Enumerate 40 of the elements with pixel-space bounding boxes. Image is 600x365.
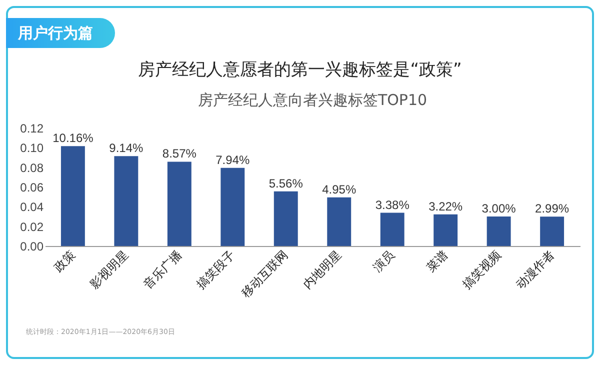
data-label: 7.94% [216, 152, 250, 167]
data-label: 9.14% [109, 141, 144, 156]
x-tick-label: 音乐广播 [140, 248, 184, 292]
y-tick-label: 0.10 [20, 141, 44, 156]
y-tick-label: 0.08 [20, 160, 44, 175]
bar [114, 156, 138, 246]
bar [327, 197, 352, 246]
data-label: 3.00% [482, 202, 516, 216]
data-label: 4.95% [322, 182, 356, 196]
data-label: 3.22% [428, 199, 463, 214]
x-tick-label: 内地明星 [300, 248, 344, 292]
data-label: 2.99% [535, 202, 570, 216]
x-tick-label: 影视明星 [87, 248, 132, 292]
data-label: 5.56% [268, 176, 304, 190]
x-tick-label: 移动互联网 [238, 248, 291, 300]
text: 用户行为篇 [6, 18, 115, 48]
bar [220, 168, 245, 246]
bar [274, 191, 298, 246]
y-tick-label: 0.00 [20, 240, 44, 254]
data-label: 3.38% [375, 198, 410, 212]
data-label: 8.57% [162, 146, 197, 161]
bar [167, 162, 192, 246]
x-tick-label: 搞笑段子 [194, 248, 238, 292]
y-tick-label: 0.04 [20, 200, 44, 214]
bar [434, 214, 458, 246]
y-tick-label: 0.02 [20, 220, 44, 234]
x-tick-label: 动漫作者 [513, 248, 557, 292]
chart-subtitle: 房产经纪人意向者兴趣标签TOP10 [198, 91, 428, 109]
bar [540, 216, 564, 246]
bar [60, 146, 85, 246]
y-tick-label: 0.12 [20, 122, 44, 136]
chart-title: 房产经纪人意愿者的第一兴趣标签是“政策” [137, 59, 463, 81]
x-tick-label: 菜谱 [424, 248, 451, 274]
x-tick-label: 演员 [370, 248, 398, 274]
x-tick-label: 搞笑视频 [460, 248, 504, 292]
y-tick-label: 0.06 [20, 180, 44, 194]
data-label: 10.16% [52, 131, 94, 146]
x-tick-label: 政策 [51, 248, 78, 274]
bar [380, 212, 404, 246]
bar [486, 216, 511, 246]
